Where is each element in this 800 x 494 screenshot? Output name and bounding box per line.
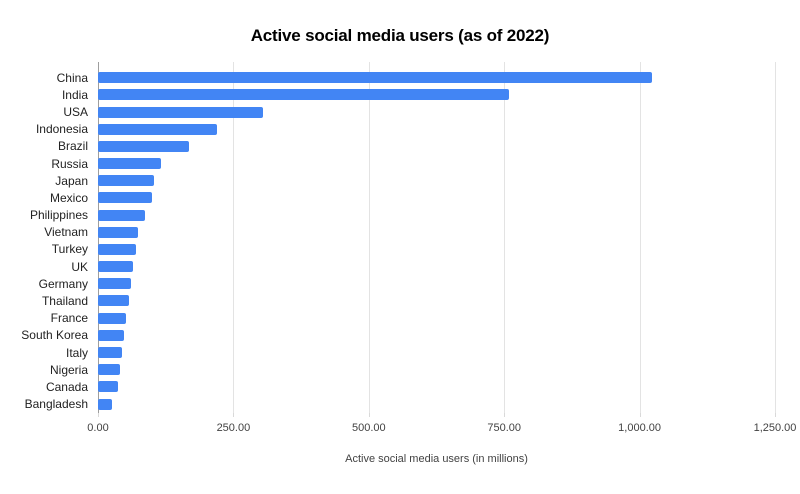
category-label-thailand: Thailand [41, 293, 88, 308]
category-label-uk: UK [71, 259, 88, 274]
bar-usa [98, 106, 264, 118]
category-label-indonesia: Indonesia [35, 122, 88, 137]
bar-mexico [98, 192, 153, 204]
bar-france [98, 312, 127, 324]
category-label-russia: Russia [51, 156, 88, 171]
x-tick-label-0.00: 0.00 [87, 422, 109, 434]
x-tick-label-1,000.00: 1,000.00 [618, 422, 661, 434]
x-tick-label-1,250.00: 1,250.00 [753, 422, 797, 434]
bar-germany [98, 278, 132, 290]
gridline-250.00 [233, 62, 235, 413]
chart-title: Active social media users (as of 2022) [250, 26, 550, 45]
bar-indonesia [98, 123, 217, 135]
category-label-mexico: Mexico [49, 190, 88, 205]
category-label-china: China [56, 70, 88, 85]
x-tick-mark [98, 413, 99, 417]
category-label-japan: Japan [55, 173, 88, 188]
gridline-500.00 [368, 62, 370, 413]
bar-thailand [98, 295, 130, 307]
category-label-vietnam: Vietnam [44, 225, 88, 240]
category-label-canada: Canada [45, 379, 88, 394]
x-tick-mark [504, 413, 506, 417]
category-label-germany: Germany [38, 276, 88, 291]
bar-uk [98, 261, 133, 273]
x-axis-title: Active social media users (in millions) [345, 453, 528, 465]
category-label-usa: USA [63, 105, 88, 120]
category-label-philippines: Philippines [29, 208, 88, 223]
bar-russia [98, 158, 162, 170]
category-label-nigeria: Nigeria [49, 362, 88, 377]
gridline-1,250.00 [775, 62, 776, 413]
category-label-france: France [50, 311, 88, 326]
bar-india [98, 89, 509, 101]
bar-south-korea [98, 329, 124, 341]
gridline-750.00 [504, 62, 506, 413]
bar-vietnam [98, 226, 139, 238]
gridline-1,000.00 [639, 62, 641, 413]
x-tick-mark [775, 413, 776, 417]
bar-turkey [98, 243, 136, 255]
category-label-south-korea: South Korea [21, 328, 88, 343]
x-tick-mark [233, 413, 235, 417]
bar-japan [98, 175, 154, 187]
x-tick-label-250.00: 250.00 [216, 422, 251, 434]
bar-nigeria [98, 364, 120, 376]
x-tick-mark [368, 413, 370, 417]
bar-brazil [98, 140, 189, 152]
plot-area [98, 62, 776, 417]
bar-china [98, 72, 652, 84]
category-label-brazil: Brazil [57, 139, 88, 154]
x-tick-mark [639, 413, 641, 417]
bar-bangladesh [98, 398, 113, 410]
bar-italy [98, 347, 123, 358]
x-tick-label-750.00: 750.00 [487, 422, 522, 434]
category-label-turkey: Turkey [51, 242, 88, 257]
x-tick-label-500.00: 500.00 [351, 422, 386, 434]
category-label-bangladesh: Bangladesh [24, 397, 88, 411]
y-axis-category-labels: China India USA Indonesia Brazil Russia Japan M… [0, 0, 93, 494]
bar-philippines [98, 209, 145, 221]
category-label-india: India [61, 87, 88, 102]
category-label-italy: Italy [65, 345, 88, 360]
bar-canada [98, 381, 119, 393]
